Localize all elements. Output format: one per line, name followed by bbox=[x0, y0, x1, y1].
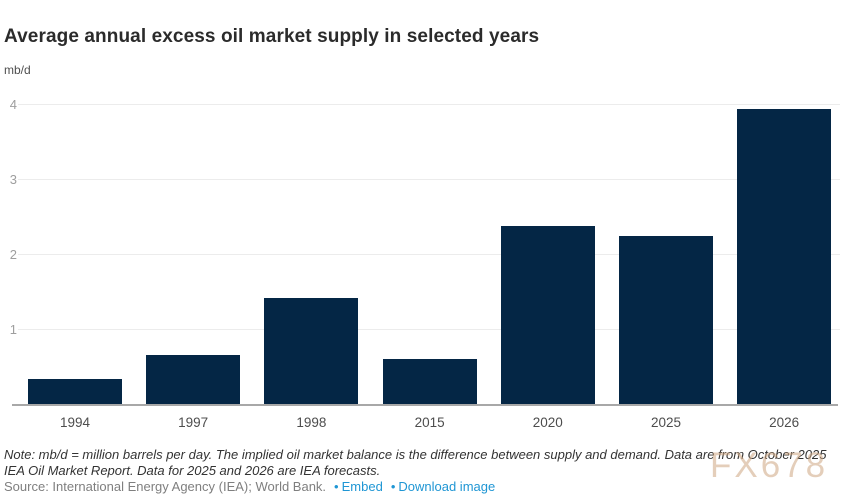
gridline bbox=[18, 104, 840, 105]
embed-link[interactable]: Embed bbox=[341, 479, 383, 494]
bar-2020 bbox=[500, 225, 595, 405]
gridline bbox=[18, 254, 840, 255]
x-tick-label: 2025 bbox=[650, 415, 682, 430]
gridline bbox=[18, 329, 840, 330]
download-image-link[interactable]: Download image bbox=[398, 479, 496, 494]
bar-2025 bbox=[619, 235, 713, 405]
x-tick-label: 1994 bbox=[59, 415, 91, 430]
y-tick-label: 4 bbox=[9, 97, 17, 112]
bar-1998 bbox=[264, 297, 359, 405]
x-tick-label: 1998 bbox=[296, 415, 327, 430]
download-bullet: • bbox=[390, 479, 396, 494]
x-axis-line bbox=[12, 404, 838, 406]
x-tick-label: 2026 bbox=[769, 415, 800, 430]
y-axis-units-label: mb/d bbox=[4, 63, 31, 77]
page-title: Average annual excess oil market supply … bbox=[4, 26, 540, 47]
source-row: Source: International Energy Agency (IEA… bbox=[4, 479, 495, 494]
x-tick-label: 2015 bbox=[414, 415, 445, 430]
source-text: Source: International Energy Agency (IEA… bbox=[4, 479, 327, 494]
chart-note: Note: mb/d = million barrels per day. Th… bbox=[4, 447, 827, 478]
y-tick-label: 2 bbox=[9, 247, 17, 262]
plot-area: 1 2 3 4 1994 1997 1998 2015 2020 2025 2026 bbox=[0, 90, 844, 430]
y-tick-label: 1 bbox=[9, 322, 17, 337]
bar-2015 bbox=[382, 359, 477, 405]
y-tick-label: 3 bbox=[9, 172, 17, 187]
embed-bullet: • bbox=[334, 479, 339, 494]
bar-1997 bbox=[146, 354, 241, 405]
x-tick-label: 1997 bbox=[178, 415, 209, 430]
bar-2026 bbox=[737, 108, 832, 405]
gridline bbox=[18, 179, 840, 180]
x-tick-label: 2020 bbox=[532, 415, 563, 430]
bar-1994 bbox=[28, 378, 122, 405]
